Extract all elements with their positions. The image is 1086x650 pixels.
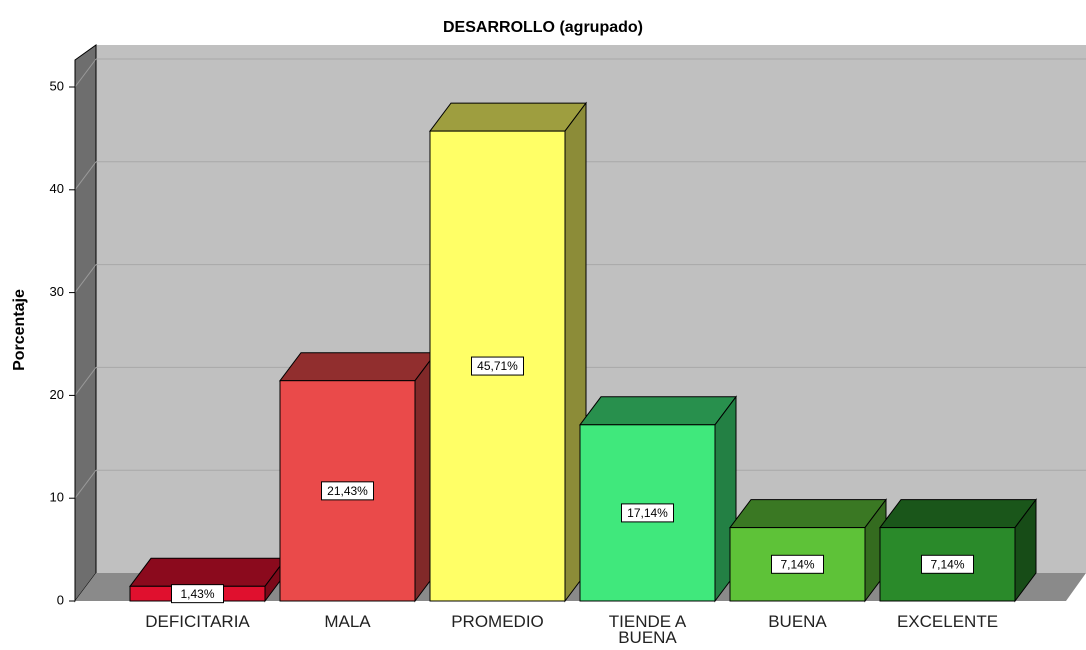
x-tick-label: TIENDE A BUENA (608, 612, 687, 647)
value-label: 7,14% (780, 557, 814, 571)
bar-top (279, 352, 437, 382)
left-wall (74, 44, 97, 603)
x-tick-label: MALA (324, 612, 371, 631)
bar-top (879, 499, 1037, 529)
value-label-box (471, 356, 524, 376)
grid-line (74, 367, 97, 396)
x-tick-label: DEFICITARIA (145, 612, 250, 631)
value-label-box (321, 481, 374, 501)
y-tick-label: 50 (50, 78, 64, 93)
grid-line (74, 469, 97, 499)
grid-line (74, 58, 97, 88)
y-tick-label: 30 (50, 284, 64, 299)
value-label-box (171, 584, 224, 604)
y-tick-label: 40 (50, 181, 64, 196)
bar-top (429, 102, 587, 132)
value-label-box (621, 503, 674, 523)
y-tick-label: 0 (57, 592, 64, 607)
bar-top (729, 499, 887, 529)
grid-line (74, 161, 97, 191)
grid-line (74, 264, 97, 293)
x-tick-label: EXCELENTE (896, 612, 999, 631)
bar-top (579, 396, 737, 426)
y-tick-label: 20 (50, 387, 64, 402)
value-label: 45,71% (477, 359, 518, 373)
bar-top (129, 557, 287, 587)
y-tick-label: 10 (50, 490, 64, 505)
value-label: 7,14% (930, 557, 964, 571)
x-tick-label: BUENA (768, 612, 827, 631)
chart-title: DESARROLLO (agrupado) (443, 19, 643, 36)
value-label-box (921, 554, 974, 574)
x-tick-label: PROMEDIO (451, 612, 544, 631)
value-label: 1,43% (180, 587, 214, 601)
value-label: 21,43% (327, 484, 368, 498)
value-label: 17,14% (627, 506, 668, 520)
y-axis-label: Porcentaje (11, 289, 28, 371)
value-label-box (771, 554, 824, 574)
